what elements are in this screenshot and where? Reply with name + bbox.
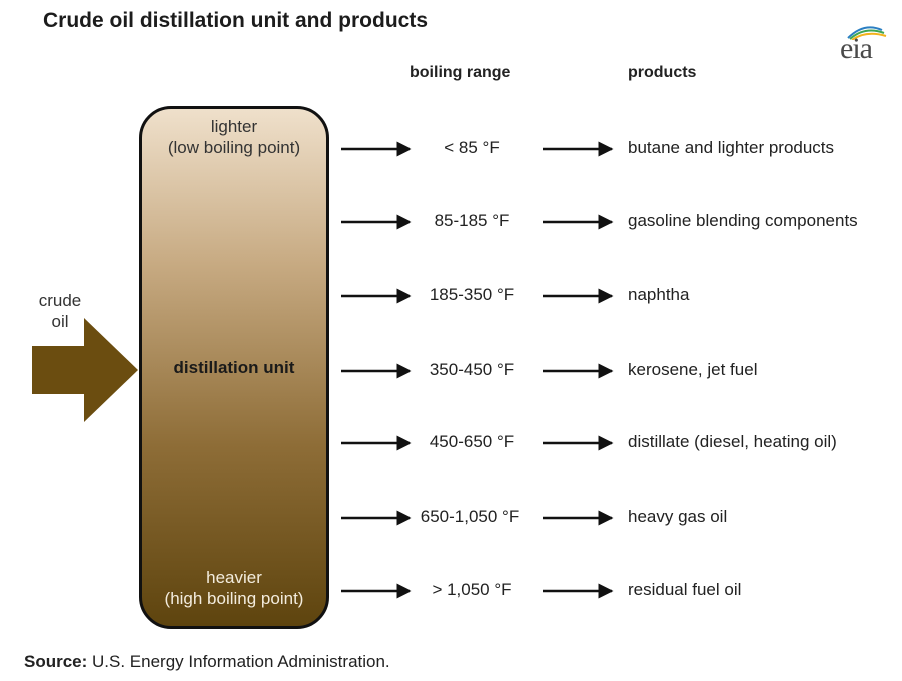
page-title: Crude oil distillation unit and products <box>43 9 428 32</box>
distillation-column <box>139 106 329 629</box>
heavier-text: heavier <box>206 568 262 587</box>
product-label: distillate (diesel, heating oil) <box>628 432 837 451</box>
lighter-text: lighter <box>210 117 258 136</box>
low-boiling-point-text: (low boiling point) <box>167 138 301 157</box>
boiling-range-value: > 1,050 °F <box>432 580 512 599</box>
lighter-label: lighter (low boiling point) <box>139 116 329 158</box>
boiling-range-value: < 85 °F <box>444 138 500 157</box>
product-label: heavy gas oil <box>628 507 728 526</box>
product-label: kerosene, jet fuel <box>628 360 758 379</box>
crude-text: crude <box>38 291 82 310</box>
product-label: naphtha <box>628 285 690 304</box>
product-label: residual fuel oil <box>628 580 742 599</box>
source-text: U.S. Energy Information Administration. <box>87 652 390 671</box>
boiling-range-value: 185-350 °F <box>429 285 515 304</box>
boiling-range-value: 450-650 °F <box>429 432 515 451</box>
product-label: gasoline blending components <box>628 211 858 230</box>
high-boiling-point-text: (high boiling point) <box>164 589 304 608</box>
source-note: Source: U.S. Energy Information Administ… <box>24 652 390 672</box>
boiling-range-value: 350-450 °F <box>429 360 515 379</box>
boiling-range-header: boiling range <box>410 64 511 81</box>
crude-feed-arrow-icon <box>32 318 138 422</box>
product-label: butane and lighter products <box>628 138 835 157</box>
logo-arcs-icon <box>847 26 887 40</box>
oil-text: oil <box>51 312 69 331</box>
products-header: products <box>628 64 697 81</box>
heavier-label: heavier (high boiling point) <box>139 567 329 609</box>
boiling-range-value: 85-185 °F <box>434 211 510 230</box>
distillation-unit-label: distillation unit <box>173 358 295 377</box>
eia-logo: eia <box>838 20 892 68</box>
source-label: Source: <box>24 652 88 671</box>
logo-text: eia <box>840 32 873 65</box>
boiling-range-value: 650-1,050 °F <box>420 507 520 526</box>
crude-oil-label: crude oil <box>30 290 90 332</box>
